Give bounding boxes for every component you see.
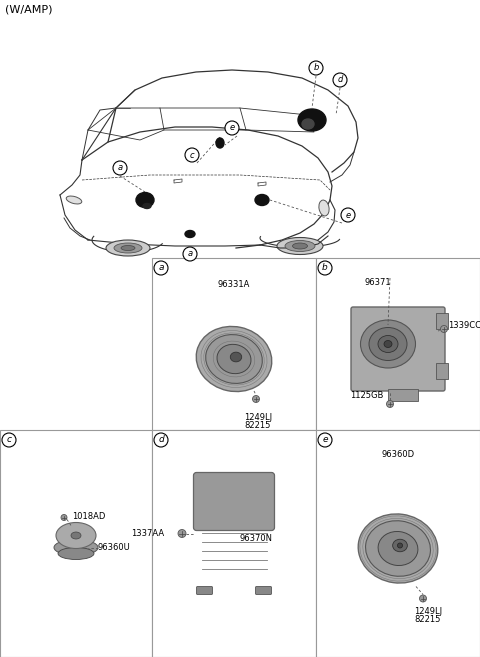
Ellipse shape xyxy=(384,340,392,348)
Ellipse shape xyxy=(285,240,315,252)
Ellipse shape xyxy=(121,246,135,250)
Bar xyxy=(152,258,316,430)
Circle shape xyxy=(318,433,332,447)
Ellipse shape xyxy=(298,109,326,131)
Text: d: d xyxy=(337,76,343,85)
Text: 1125GB: 1125GB xyxy=(350,392,384,401)
Circle shape xyxy=(225,121,239,135)
Ellipse shape xyxy=(369,327,407,361)
Ellipse shape xyxy=(319,200,329,216)
Ellipse shape xyxy=(58,547,94,560)
Ellipse shape xyxy=(378,532,418,566)
Ellipse shape xyxy=(185,231,195,237)
Text: a: a xyxy=(158,263,164,273)
Bar xyxy=(436,363,448,379)
Ellipse shape xyxy=(216,138,224,148)
Circle shape xyxy=(2,433,16,447)
Circle shape xyxy=(341,208,355,222)
Text: 1337AA: 1337AA xyxy=(131,529,164,538)
Text: 1018AD: 1018AD xyxy=(72,512,106,521)
Ellipse shape xyxy=(71,532,81,539)
Ellipse shape xyxy=(106,240,150,256)
FancyBboxPatch shape xyxy=(196,587,213,595)
Ellipse shape xyxy=(360,320,416,368)
FancyBboxPatch shape xyxy=(255,587,272,595)
Bar xyxy=(316,430,480,657)
Ellipse shape xyxy=(66,196,82,204)
Text: 96370N: 96370N xyxy=(239,534,272,543)
Ellipse shape xyxy=(358,514,438,583)
Bar xyxy=(388,389,418,401)
Ellipse shape xyxy=(230,352,242,362)
Circle shape xyxy=(113,161,127,175)
Ellipse shape xyxy=(136,193,154,208)
Text: a: a xyxy=(118,164,122,173)
Text: 82215: 82215 xyxy=(415,616,441,625)
Circle shape xyxy=(252,396,260,403)
Circle shape xyxy=(333,73,347,87)
Ellipse shape xyxy=(255,194,269,206)
Ellipse shape xyxy=(114,243,142,253)
Text: c: c xyxy=(190,150,194,160)
Circle shape xyxy=(386,401,394,407)
Circle shape xyxy=(183,247,197,261)
Text: 82215: 82215 xyxy=(245,421,271,430)
Circle shape xyxy=(309,61,323,75)
Circle shape xyxy=(154,261,168,275)
Text: (W/AMP): (W/AMP) xyxy=(5,5,52,15)
Text: c: c xyxy=(7,436,12,445)
Text: 1249LJ: 1249LJ xyxy=(414,606,442,616)
Text: b: b xyxy=(322,263,328,273)
Ellipse shape xyxy=(292,243,308,249)
Ellipse shape xyxy=(56,522,96,549)
Ellipse shape xyxy=(397,543,403,548)
Bar xyxy=(436,313,448,329)
Text: 1249LJ: 1249LJ xyxy=(244,413,272,422)
Circle shape xyxy=(318,261,332,275)
Ellipse shape xyxy=(54,539,98,556)
Text: b: b xyxy=(313,64,319,72)
Text: a: a xyxy=(187,250,192,258)
Ellipse shape xyxy=(143,204,151,208)
Ellipse shape xyxy=(196,327,272,392)
Text: e: e xyxy=(322,436,328,445)
Text: e: e xyxy=(346,210,350,219)
Text: d: d xyxy=(158,436,164,445)
Bar xyxy=(316,258,480,430)
Circle shape xyxy=(61,514,67,520)
Circle shape xyxy=(154,433,168,447)
Text: 96360U: 96360U xyxy=(98,543,131,552)
Text: e: e xyxy=(229,124,235,133)
Ellipse shape xyxy=(302,119,314,129)
Bar xyxy=(0,430,152,657)
Text: 1339CC: 1339CC xyxy=(448,321,480,330)
Text: 96331A: 96331A xyxy=(218,280,250,289)
Ellipse shape xyxy=(205,334,263,384)
Ellipse shape xyxy=(366,521,431,576)
Text: 96371: 96371 xyxy=(365,278,391,287)
FancyBboxPatch shape xyxy=(351,307,445,391)
Ellipse shape xyxy=(393,539,408,552)
Circle shape xyxy=(441,325,447,332)
Bar xyxy=(152,430,316,657)
Circle shape xyxy=(185,148,199,162)
Text: 96360D: 96360D xyxy=(382,450,415,459)
Circle shape xyxy=(420,595,427,602)
Ellipse shape xyxy=(217,344,251,374)
Ellipse shape xyxy=(378,336,398,353)
FancyBboxPatch shape xyxy=(193,472,275,530)
Circle shape xyxy=(178,530,186,537)
Ellipse shape xyxy=(277,237,323,254)
